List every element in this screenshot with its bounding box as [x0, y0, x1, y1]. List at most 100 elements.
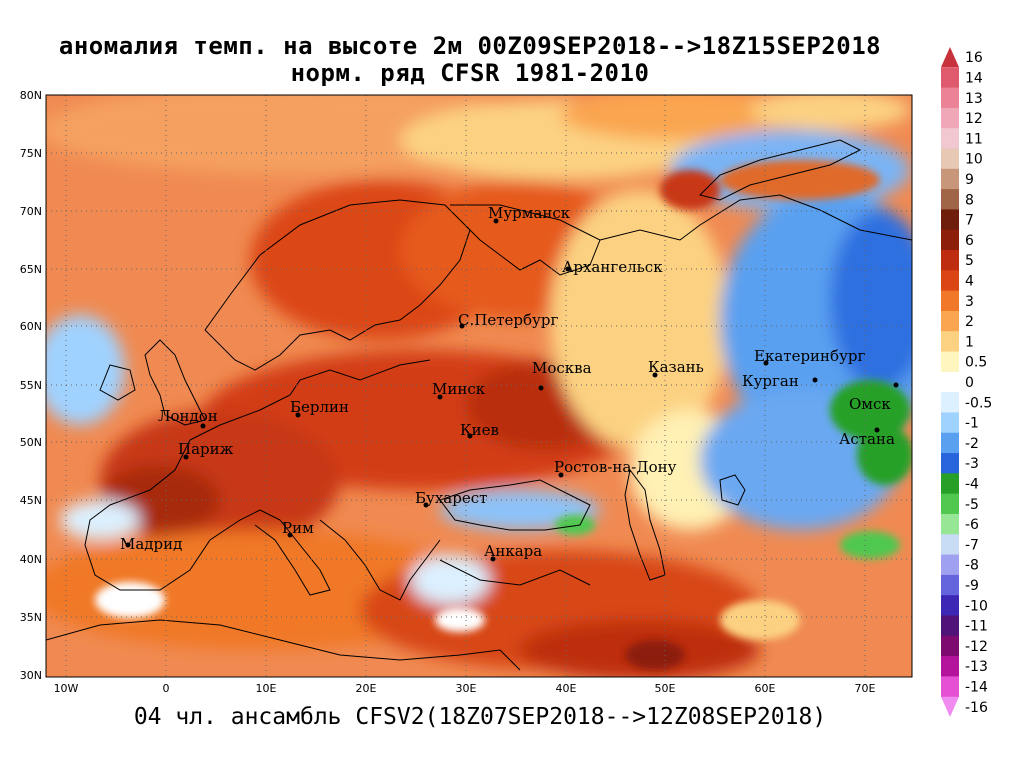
colorbar-label: 0.5: [965, 355, 987, 371]
city-label-berlin: Берлин: [290, 398, 349, 416]
colorbar-label: 3: [965, 294, 974, 310]
city-label-kazan: Казань: [648, 358, 704, 376]
lat-label: 35N: [20, 611, 42, 624]
city-label-rostov: Ростов-на-Дону: [554, 458, 677, 476]
city-dot: [812, 377, 818, 383]
colorbar-swatch: [941, 47, 959, 68]
city-dot: [437, 394, 443, 400]
lat-label: 70N: [20, 205, 42, 218]
colorbar-label: -14: [965, 680, 988, 696]
ensemble-footnote: 04 чл. ансамбль CFSV2(18Z07SEP2018-->12Z…: [133, 704, 827, 730]
city-label-omsk: Омск: [849, 395, 891, 413]
colorbar-swatch: [941, 473, 959, 495]
colorbar-swatch: [941, 574, 959, 596]
colorbar-swatch: [941, 107, 959, 129]
colorbar-swatch: [941, 189, 959, 210]
lon-label: 10E: [256, 682, 277, 695]
colorbar-label: 16: [965, 50, 983, 66]
colorbar-label: 0: [965, 375, 974, 391]
colorbar-label: 2: [965, 314, 974, 330]
lat-label: 60N: [20, 320, 42, 333]
colorbar-swatch: [941, 371, 959, 393]
map-frame: [45, 94, 913, 678]
city-label-kyiv: Киев: [460, 421, 499, 439]
colorbar-swatch: [941, 270, 959, 292]
colorbar-swatch: [941, 656, 959, 677]
city-dot: [652, 372, 658, 378]
colorbar-swatch: [941, 128, 959, 150]
city-label-yekaterinburg: Екатеринбург: [754, 347, 865, 365]
colorbar-label: 14: [965, 70, 983, 86]
colorbar-label: -12: [965, 639, 988, 655]
colorbar-swatch: [941, 310, 959, 332]
colorbar-swatch: [941, 67, 959, 89]
colorbar-swatch: [941, 250, 959, 271]
colorbar-swatch: [941, 351, 959, 373]
colorbar-label: -1: [965, 416, 979, 432]
lat-label: 50N: [20, 436, 42, 449]
city-dot: [763, 360, 769, 366]
city-label-bucharest: Бухарест: [415, 489, 487, 507]
city-label-kurgan: Курган: [742, 372, 799, 390]
colorbar-label: 5: [965, 253, 974, 269]
city-label-rome: Рим: [282, 519, 314, 537]
city-dot: [538, 385, 544, 391]
colorbar-label: 11: [965, 131, 983, 147]
colorbar-legend: 16 14 13 12 11 10 9 8 7 6 5 4 3 2 1 0.5 0 -0.5 -1 -2 -3 -4 -5 -…: [941, 47, 992, 717]
city-dot: [183, 454, 189, 460]
colorbar-label: -4: [965, 477, 979, 493]
lon-label: 0: [163, 682, 170, 695]
city-dot: [874, 427, 880, 433]
colorbar-label: 8: [965, 192, 974, 208]
colorbar-label: 10: [965, 152, 983, 168]
colorbar-swatch: [941, 432, 959, 454]
lon-label: 10W: [54, 682, 79, 695]
colorbar-label: -3: [965, 456, 979, 472]
colorbar-swatch: [941, 87, 959, 109]
colorbar-swatch: [941, 148, 959, 170]
colorbar-label: -11: [965, 619, 988, 635]
colorbar-swatch: [941, 453, 959, 474]
city-dot: [565, 266, 571, 272]
colorbar-swatch: [941, 331, 959, 353]
city-dot: [467, 433, 473, 439]
city-label-madrid: Мадрид: [120, 535, 182, 553]
colorbar-label: -7: [965, 537, 979, 553]
city-label-ankara: Анкара: [484, 542, 542, 560]
colorbar-swatch: [941, 635, 959, 657]
city-dot: [200, 423, 206, 429]
colorbar-swatch: [941, 696, 959, 717]
lon-label: 50E: [655, 682, 676, 695]
latitude-labels: 80N 75N 70N 65N 60N 55N 50N 45N 40N 35N …: [20, 89, 42, 682]
colorbar-swatch: [941, 513, 959, 535]
lon-label: 20E: [356, 682, 377, 695]
colorbar-swatch: [941, 615, 959, 637]
lat-label: 65N: [20, 263, 42, 276]
colorbar-label: 12: [965, 111, 983, 127]
lon-label: 30E: [456, 682, 477, 695]
colorbar-label: -5: [965, 497, 979, 513]
city-dot: [295, 412, 301, 418]
city-dot: [893, 382, 899, 388]
city-dot: [490, 556, 496, 562]
lat-label: 75N: [20, 147, 42, 160]
city-label-astana: Астана: [839, 430, 895, 448]
longitude-labels: 10W 0 10E 20E 30E 40E 50E 60E 70E: [54, 682, 876, 695]
city-dot: [125, 542, 131, 548]
colorbar-label: -6: [965, 517, 979, 533]
lon-label: 70E: [855, 682, 876, 695]
colorbar-swatch: [941, 168, 959, 190]
map-title: аномалия темп. на высоте 2м 00Z09SEP2018…: [58, 32, 882, 60]
colorbar-label: 9: [965, 172, 974, 188]
colorbar-swatch: [941, 554, 959, 576]
colorbar-swatch: [941, 209, 959, 231]
colorbar-label: -16: [965, 700, 988, 716]
city-markers: [125, 218, 899, 562]
colorbar-label: 4: [965, 273, 974, 289]
city-labels: Мурманск Архангельск С.Петербург Москва …: [120, 204, 895, 560]
city-dot: [287, 532, 293, 538]
lon-label: 40E: [556, 682, 577, 695]
colorbar-label: 7: [965, 213, 974, 229]
anomaly-field: [46, 95, 912, 677]
